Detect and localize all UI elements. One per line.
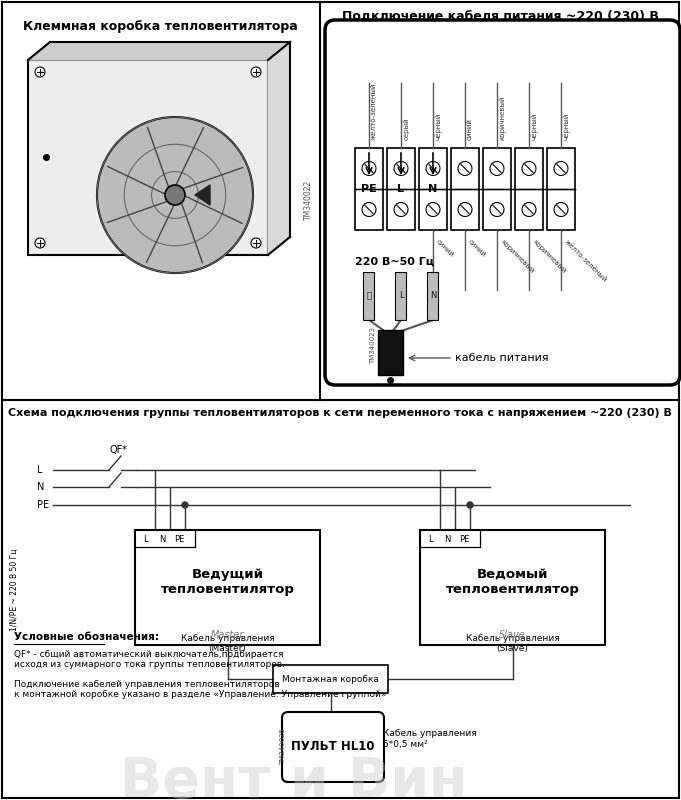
Text: Схема подключения группы тепловентиляторов к сети переменного тока с напряжением: Схема подключения группы тепловентилятор… (8, 408, 672, 418)
Text: PE: PE (174, 534, 184, 543)
Circle shape (394, 202, 408, 217)
Circle shape (35, 67, 45, 77)
Text: Подключение кабелей управления тепловентиляторов
к монтажной коробке указано в р: Подключение кабелей управления тепловент… (14, 680, 387, 699)
FancyBboxPatch shape (355, 148, 383, 230)
FancyBboxPatch shape (427, 272, 438, 320)
FancyBboxPatch shape (135, 530, 320, 645)
Text: PE: PE (37, 500, 49, 510)
FancyBboxPatch shape (273, 665, 388, 693)
Text: 220 В~50 Гц: 220 В~50 Гц (355, 257, 434, 267)
FancyBboxPatch shape (378, 330, 403, 375)
Text: Кабель управления
5*0,5 мм²: Кабель управления 5*0,5 мм² (383, 730, 477, 749)
Text: коричневый: коричневый (499, 96, 505, 140)
Text: L: L (428, 534, 432, 543)
Text: чёрный: чёрный (531, 113, 538, 140)
Text: синий: синий (467, 238, 487, 258)
Text: N: N (428, 184, 438, 194)
FancyBboxPatch shape (363, 272, 374, 320)
Text: PE: PE (361, 184, 377, 194)
Circle shape (426, 202, 440, 217)
Text: серый: серый (403, 118, 409, 140)
Text: QF* - сбщий автоматический выключатель,подбирается
исходя из суммарного тока гру: QF* - сбщий автоматический выключатель,п… (14, 650, 285, 670)
FancyBboxPatch shape (420, 530, 605, 645)
Circle shape (165, 185, 185, 205)
Text: Кабель управления
(Slave): Кабель управления (Slave) (466, 634, 559, 653)
Text: ⏚: ⏚ (366, 291, 372, 301)
FancyBboxPatch shape (483, 148, 511, 230)
Text: синий: синий (467, 118, 473, 140)
Text: N: N (430, 291, 437, 301)
Circle shape (522, 162, 536, 175)
Polygon shape (195, 185, 210, 205)
Circle shape (490, 162, 504, 175)
FancyBboxPatch shape (325, 20, 680, 385)
Circle shape (458, 202, 472, 217)
Circle shape (251, 67, 261, 77)
Text: чёрный: чёрный (435, 113, 442, 140)
Text: Ведомый
тепловентилятор: Ведомый тепловентилятор (445, 568, 580, 596)
Text: Подключение кабеля питания ~220 (230) В: Подключение кабеля питания ~220 (230) В (342, 10, 659, 23)
Circle shape (458, 162, 472, 175)
Circle shape (467, 502, 473, 508)
Circle shape (554, 162, 568, 175)
FancyBboxPatch shape (419, 148, 447, 230)
FancyBboxPatch shape (28, 60, 268, 255)
Text: L: L (37, 465, 42, 475)
Text: Ведущий
тепловентилятор: Ведущий тепловентилятор (161, 568, 294, 596)
FancyBboxPatch shape (547, 148, 575, 230)
Circle shape (394, 162, 408, 175)
FancyBboxPatch shape (451, 148, 479, 230)
Circle shape (490, 202, 504, 217)
Text: TM340022: TM340022 (304, 180, 313, 220)
FancyBboxPatch shape (515, 148, 543, 230)
Text: Клеммная коробка тепловентилятора: Клеммная коробка тепловентилятора (22, 20, 298, 33)
Circle shape (97, 117, 253, 273)
Circle shape (35, 238, 45, 248)
Circle shape (554, 202, 568, 217)
Text: L: L (398, 184, 405, 194)
Text: Вент и Вин: Вент и Вин (120, 755, 467, 800)
Circle shape (182, 502, 188, 508)
Text: Условные обозначения:: Условные обозначения: (14, 632, 159, 642)
FancyBboxPatch shape (395, 272, 406, 320)
Text: Кабель управления
(Master): Кабель управления (Master) (180, 634, 274, 653)
Circle shape (362, 202, 376, 217)
Text: коричневый: коричневый (499, 238, 535, 274)
Text: N: N (37, 482, 44, 492)
Text: QF*: QF* (109, 445, 127, 455)
Text: TM340025: TM340025 (280, 729, 286, 766)
Text: 1/N/PE ~ 220 В 50 Гц: 1/N/PE ~ 220 В 50 Гц (10, 549, 18, 631)
Polygon shape (28, 42, 290, 60)
Text: ПУЛЬТ HL10: ПУЛЬТ HL10 (291, 741, 375, 754)
FancyBboxPatch shape (282, 712, 384, 782)
Polygon shape (268, 42, 290, 255)
Text: жёлто-зелёный: жёлто-зелёный (371, 82, 377, 140)
Text: TM340023: TM340023 (370, 326, 376, 363)
Text: N: N (444, 534, 450, 543)
Text: PE: PE (459, 534, 469, 543)
Text: жёлто-зелёный: жёлто-зелёный (563, 238, 608, 283)
Text: L: L (143, 534, 147, 543)
Text: кабель питания: кабель питания (455, 353, 549, 363)
Circle shape (426, 162, 440, 175)
Text: Master: Master (211, 630, 244, 640)
Text: N: N (159, 534, 165, 543)
Circle shape (362, 162, 376, 175)
Text: Монтажная коробка: Монтажная коробка (282, 674, 379, 683)
Circle shape (522, 202, 536, 217)
Text: Slave: Slave (499, 630, 526, 640)
Text: синий: синий (435, 238, 455, 258)
FancyBboxPatch shape (387, 148, 415, 230)
Text: L: L (398, 291, 403, 301)
Text: чёрный: чёрный (563, 113, 570, 140)
Text: коричневый: коричневый (531, 238, 567, 274)
Circle shape (251, 238, 261, 248)
